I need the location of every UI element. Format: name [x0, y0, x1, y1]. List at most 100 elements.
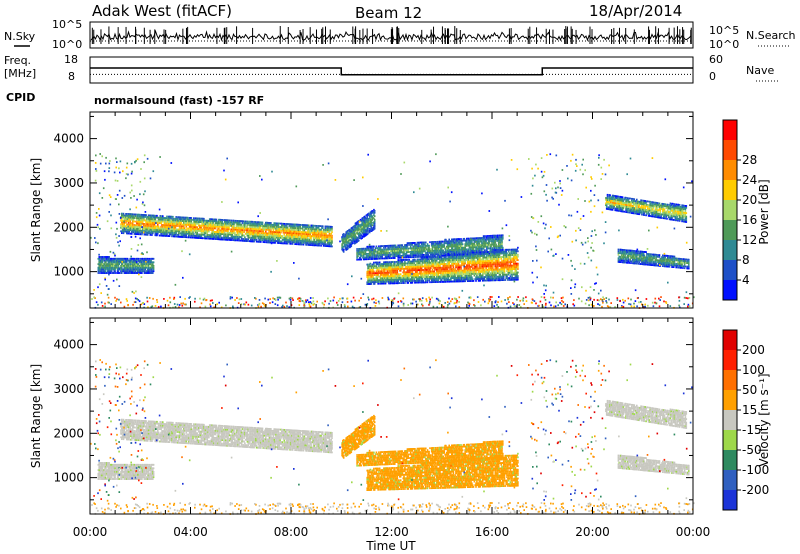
echo-cell	[409, 243, 412, 246]
echo-cell	[358, 239, 360, 242]
echo-cell	[284, 230, 286, 232]
echo-cell	[482, 245, 485, 248]
echo-cell	[164, 229, 167, 232]
echo-cell	[97, 270, 100, 273]
echo-cell	[377, 281, 379, 283]
echo-cell	[420, 248, 423, 251]
echo-cell	[278, 228, 280, 230]
echo-cell	[384, 280, 386, 283]
echo-cell	[139, 215, 141, 218]
echo-cell	[361, 249, 363, 252]
echo-cell	[376, 254, 378, 257]
echo-cell	[322, 227, 324, 229]
echo-cell	[183, 225, 185, 228]
echo-cell	[381, 245, 383, 247]
echo-cell	[327, 231, 330, 233]
echo-cell	[249, 224, 251, 227]
echo-cell	[396, 255, 399, 257]
echo-cell	[387, 257, 389, 260]
echo-cell	[379, 266, 382, 269]
echo-cell	[220, 236, 223, 239]
echo-cell	[351, 242, 353, 245]
echo-cell	[376, 257, 378, 260]
echo-cell	[329, 240, 332, 242]
echo-cell	[501, 245, 503, 247]
echo-cell	[289, 241, 291, 243]
echo-cell	[479, 237, 481, 239]
echo-cell	[108, 270, 110, 273]
echo-cell	[137, 257, 140, 260]
echo-cell	[368, 227, 371, 230]
echo-cell	[239, 225, 242, 228]
echo-cell	[285, 226, 287, 229]
echo-cell	[221, 222, 224, 225]
echo-cell	[227, 226, 229, 229]
echo-cell	[341, 245, 343, 247]
echo-cell	[460, 250, 462, 253]
echo-cell	[445, 253, 447, 255]
echo-cell	[122, 212, 125, 215]
echo-cell	[276, 222, 279, 225]
echo-cell	[294, 232, 296, 235]
echo-cell	[105, 265, 107, 267]
echo-cell	[199, 237, 202, 239]
echo-cell	[441, 244, 444, 246]
echo-cell	[278, 229, 280, 232]
echo-cell	[131, 213, 134, 216]
echo-cell	[144, 214, 146, 216]
echo-cell	[307, 238, 310, 241]
echo-cell	[406, 258, 409, 261]
echo-cell	[178, 225, 181, 227]
echo-cell	[243, 234, 245, 237]
echo-cell	[246, 227, 249, 230]
echo-cell	[219, 234, 222, 237]
echo-cell	[312, 239, 315, 241]
echo-cell	[222, 228, 224, 230]
echo-cell	[239, 227, 242, 230]
echo-cell	[456, 252, 458, 255]
echo-cell	[383, 257, 385, 260]
echo-cell	[99, 266, 101, 269]
echo-cell	[341, 248, 343, 251]
echo-cell	[369, 247, 372, 250]
echo-cell	[297, 234, 300, 237]
echo-cell	[441, 254, 444, 257]
echo-cell	[358, 223, 360, 226]
echo-cell	[392, 248, 394, 251]
echo-cell	[183, 227, 186, 230]
echo-cell	[469, 248, 471, 251]
echo-cell	[309, 226, 311, 229]
echo-cell	[300, 238, 302, 240]
echo-cell	[312, 226, 315, 229]
echo-cell	[168, 235, 171, 237]
echo-cell	[151, 218, 153, 220]
echo-cell	[225, 224, 228, 227]
echo-cell	[121, 272, 123, 274]
echo-cell	[148, 230, 151, 233]
echo-cell	[168, 222, 171, 225]
echo-cell	[405, 245, 408, 248]
echo-cell	[105, 263, 108, 265]
echo-cell	[115, 266, 117, 269]
echo-cell	[342, 242, 345, 244]
echo-cell	[368, 254, 370, 257]
echo-cell	[353, 241, 356, 243]
echo-cell	[373, 210, 376, 212]
echo-cell	[394, 244, 397, 247]
echo-cell	[317, 228, 320, 231]
echo-cell	[399, 251, 401, 254]
echo-cell	[286, 230, 289, 233]
echo-cell	[492, 236, 494, 239]
echo-cell	[262, 225, 265, 227]
echo-cell	[486, 244, 488, 246]
echo-cell	[153, 223, 156, 226]
echo-cell	[478, 242, 481, 245]
echo-cell	[281, 237, 283, 239]
echo-cell	[108, 257, 110, 260]
echo-cell	[160, 217, 162, 219]
noise-left-tick-top: 10^5	[52, 18, 82, 31]
echo-cell	[484, 238, 487, 241]
echo-cell	[481, 246, 483, 248]
echo-cell	[285, 240, 287, 243]
echo-cell	[266, 227, 269, 229]
